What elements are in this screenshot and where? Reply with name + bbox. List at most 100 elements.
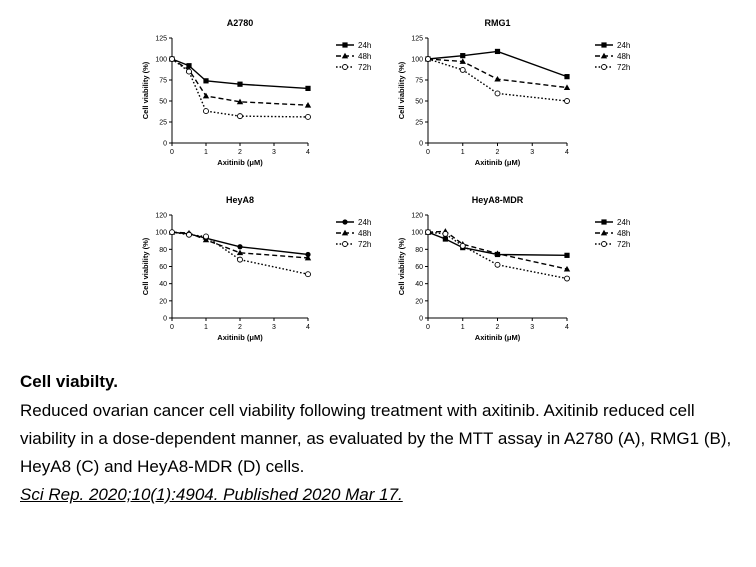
x-tick-label: 3 — [272, 149, 276, 156]
data-point — [563, 265, 571, 272]
legend-label: 24h — [358, 41, 371, 50]
legend-label: 48h — [358, 229, 371, 238]
x-tick-label: 2 — [238, 149, 242, 156]
x-tick-label: 1 — [461, 324, 465, 331]
legend-label: 72h — [358, 63, 371, 72]
figure-caption: Cell viabilty. Reduced ovarian cancer ce… — [20, 370, 750, 509]
y-axis-label: Cell viability (%) — [397, 237, 406, 295]
legend-marker — [600, 52, 608, 59]
data-point — [202, 236, 210, 243]
legend-marker — [342, 241, 348, 247]
caption-citation: Sci Rep. 2020;10(1):4904. Published 2020… — [20, 485, 403, 504]
x-tick-label: 0 — [426, 324, 430, 331]
data-point — [169, 56, 175, 62]
x-tick-label: 4 — [565, 324, 569, 331]
data-point — [186, 63, 192, 69]
series-72h — [169, 56, 311, 120]
series-48h — [424, 55, 571, 90]
legend-label: 72h — [617, 240, 630, 249]
y-tick-label: 80 — [159, 247, 167, 254]
series-72h — [425, 56, 570, 104]
x-axis-label: Axitinib (μM) — [475, 158, 521, 167]
legend-marker — [342, 42, 348, 48]
y-tick-label: 0 — [163, 141, 167, 148]
data-point — [459, 66, 466, 73]
y-tick-label: 0 — [419, 316, 423, 323]
y-tick-label: 0 — [163, 316, 167, 323]
series-line — [427, 58, 568, 89]
data-point — [304, 254, 312, 261]
y-tick-label: 20 — [415, 298, 423, 305]
y-tick-label: 50 — [159, 99, 167, 106]
series-line — [171, 58, 309, 118]
y-tick-label: 125 — [411, 36, 423, 43]
data-point — [169, 229, 175, 236]
data-point — [203, 233, 209, 240]
y-tick-label: 75 — [159, 78, 167, 85]
data-point — [237, 113, 243, 120]
series-line — [171, 231, 309, 275]
chart-panel-4: HeyA8-MDR 0 20 40 60 80 100 120 0 1 2 3 4 Axitinib (μ… — [397, 195, 630, 342]
x-tick-label: 1 — [204, 324, 208, 331]
legend-marker — [342, 219, 348, 225]
chart-panel-1: A2780 0 25 50 75 100 125 0 1 2 3 4 Axitinib (μM) Cell… — [141, 18, 371, 167]
data-point — [460, 53, 466, 59]
data-point — [305, 251, 311, 258]
x-tick-label: 3 — [272, 324, 276, 331]
data-point — [425, 56, 431, 62]
data-point — [564, 74, 570, 80]
y-tick-label: 125 — [155, 36, 167, 43]
legend-label: 72h — [358, 240, 371, 249]
data-point — [563, 84, 571, 90]
x-axis-label: Axitinib (μM) — [475, 333, 521, 342]
y-axis-label: Cell viability (%) — [397, 61, 406, 119]
data-point — [442, 230, 449, 237]
y-axis-label: Cell viability (%) — [141, 61, 150, 119]
data-point — [236, 249, 244, 256]
chart-panel-3: HeyA8 0 20 40 60 80 100 120 0 1 2 3 4 Axitinib (μM) Ce… — [141, 195, 371, 342]
data-point — [237, 244, 243, 250]
y-tick-label: 120 — [411, 213, 423, 220]
series-line — [427, 230, 568, 270]
chart-panel-2: RMG1 0 25 50 75 100 125 0 1 2 3 4 Axitinib (μM) Cell … — [397, 18, 630, 167]
y-tick-label: 25 — [159, 120, 167, 127]
caption-title: Cell viabilty. — [20, 372, 118, 391]
x-axis-label: Axitinib (μM) — [217, 333, 263, 342]
y-tick-label: 120 — [155, 213, 167, 220]
data-point — [203, 108, 209, 115]
data-point — [459, 58, 466, 64]
series-line — [427, 58, 568, 102]
y-tick-label: 25 — [415, 120, 423, 127]
legend-marker — [601, 64, 607, 70]
x-tick-label: 0 — [170, 324, 174, 331]
y-tick-label: 100 — [155, 230, 167, 237]
data-point — [494, 75, 501, 82]
x-tick-label: 1 — [204, 149, 208, 156]
x-tick-label: 2 — [496, 149, 500, 156]
data-point — [237, 256, 243, 263]
x-tick-label: 4 — [306, 324, 310, 331]
series-line — [427, 231, 568, 280]
data-point — [202, 92, 210, 99]
y-tick-label: 100 — [411, 57, 423, 64]
y-tick-label: 0 — [419, 141, 423, 148]
legend-marker — [600, 229, 608, 236]
data-point — [442, 236, 448, 242]
legend-marker — [601, 241, 607, 247]
series-24h — [425, 48, 570, 80]
x-tick-label: 0 — [426, 149, 430, 156]
legend-label: 48h — [617, 52, 630, 61]
x-tick-label: 3 — [530, 324, 534, 331]
chart-title: RMG1 — [484, 18, 510, 28]
data-point — [494, 90, 501, 97]
data-point — [305, 271, 311, 278]
data-point — [564, 275, 570, 282]
y-tick-label: 100 — [411, 230, 423, 237]
series-72h — [169, 229, 311, 278]
data-point — [305, 114, 311, 120]
legend-label: 24h — [358, 218, 371, 227]
y-axis-label: Cell viability (%) — [141, 237, 150, 295]
series-72h — [425, 229, 570, 282]
y-tick-label: 20 — [159, 298, 167, 305]
data-point — [304, 102, 312, 108]
